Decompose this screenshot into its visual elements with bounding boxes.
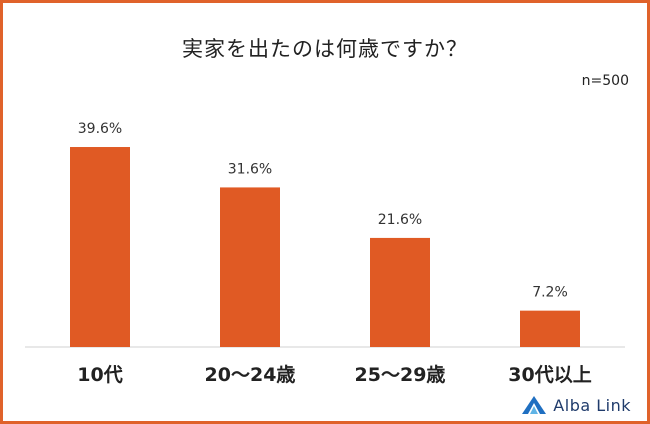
- x-tick-label: 25～29歳: [355, 364, 446, 386]
- data-label: 21.6%: [378, 212, 422, 228]
- alba-link-logo-icon: [522, 396, 547, 414]
- bar: [520, 310, 580, 347]
- chart-title: 実家を出たのは何歳ですか？: [182, 37, 468, 61]
- bar-chart: 39.6% 10代 31.6% 20～24歳 21.6% 25～29歳 7.2% 30代以上: [25, 121, 625, 386]
- data-label: 39.6%: [78, 121, 122, 137]
- bar: [220, 187, 280, 347]
- bar: [370, 237, 430, 347]
- brand-name: Alba Link: [553, 395, 631, 415]
- data-label: 31.6%: [228, 161, 272, 177]
- brand-logo: Alba Link: [521, 395, 631, 415]
- x-tick-label: 10代: [77, 364, 122, 386]
- data-label: 7.2%: [532, 285, 568, 301]
- x-tick-label: 20～24歳: [205, 364, 296, 386]
- x-tick-label: 30代以上: [508, 364, 591, 386]
- bar: [70, 147, 130, 347]
- sample-size-note: n=500: [581, 73, 629, 89]
